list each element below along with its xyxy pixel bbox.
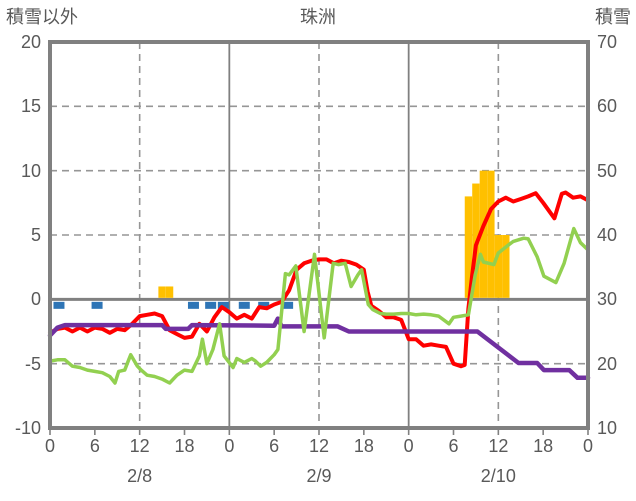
left-axis-tick-label: 0 — [30, 289, 41, 310]
orange-bars-bar — [487, 170, 495, 298]
left-axis-tick-label: 5 — [30, 225, 41, 245]
left-axis-tick-label: -5 — [24, 353, 41, 374]
blue-tick-marks — [91, 301, 103, 309]
x-axis-hour-label: 6 — [448, 436, 459, 456]
orange-bars-bar — [165, 286, 174, 298]
right-axis-tick-label: 20 — [597, 353, 618, 374]
x-axis-hour-label: 6 — [89, 436, 100, 456]
plot-frame — [48, 40, 590, 430]
blue-tick-marks — [205, 301, 217, 309]
right-axis-tick-label: 70 — [597, 32, 618, 52]
blue-tick-marks — [282, 301, 294, 309]
x-axis-hour-label: 0 — [403, 436, 414, 456]
red-line — [48, 190, 590, 369]
right-axis-tick-label: 40 — [597, 225, 618, 245]
orange-bars-bar — [464, 196, 473, 298]
left-axis-tick-label: 20 — [20, 32, 41, 52]
orange-bars-bar — [494, 235, 503, 298]
right-axis-title: 積雪 — [595, 7, 631, 27]
x-axis-hour-label: 6 — [269, 436, 280, 456]
x-axis-hour-label: 12 — [308, 436, 330, 456]
green-line — [48, 226, 590, 385]
x-axis-hour-label: 0 — [582, 436, 593, 456]
x-axis-hour-label: 0 — [224, 436, 235, 456]
left-axis-title: 積雪以外 — [6, 7, 78, 27]
left-axis-tick-label: 10 — [20, 160, 41, 181]
x-axis-hour-label: 0 — [44, 436, 55, 456]
blue-tick-marks — [53, 301, 65, 309]
chart-title: 珠洲 — [300, 7, 336, 27]
orange-bars-bar — [479, 170, 488, 298]
x-axis-hour-label: 12 — [488, 436, 509, 456]
blue-tick-marks — [217, 301, 229, 309]
blue-tick-marks — [187, 301, 199, 309]
right-axis-tick-label: 30 — [597, 289, 618, 310]
orange-bars-bar — [158, 286, 166, 298]
blue-tick-marks — [238, 301, 250, 309]
left-axis-tick-label: -10 — [14, 418, 41, 438]
x-axis-hour-label: 18 — [533, 436, 554, 456]
right-axis-tick-label: 60 — [597, 96, 618, 117]
x-axis-date-label: 2/10 — [480, 466, 516, 486]
right-axis-tick-label: 10 — [597, 418, 618, 438]
x-axis-hour-label: 18 — [174, 436, 195, 456]
x-axis-date-label: 2/9 — [306, 466, 332, 486]
blue-tick-marks — [258, 301, 270, 309]
x-axis-hour-label: 12 — [129, 436, 150, 456]
orange-bars-bar — [502, 235, 510, 298]
left-axis-tick-label: 15 — [20, 96, 41, 117]
x-axis-date-label: 2/8 — [127, 466, 153, 486]
x-axis-hour-label: 18 — [353, 436, 374, 456]
right-axis-tick-label: 50 — [597, 160, 618, 181]
